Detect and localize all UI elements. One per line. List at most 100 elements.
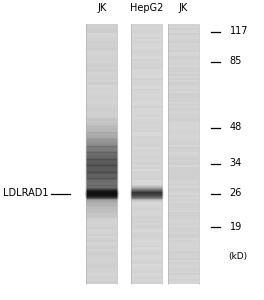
Bar [131,61,162,63]
Bar [131,257,162,260]
Bar [168,210,199,212]
Text: 34: 34 [230,158,242,169]
Bar [168,87,199,89]
Bar [131,26,162,28]
Bar [87,69,117,72]
Bar [87,106,117,108]
Bar [131,132,162,134]
Bar [168,132,199,134]
Text: 48: 48 [230,122,242,133]
Bar [131,210,162,212]
Bar [168,232,199,234]
Bar [131,182,162,184]
Bar [168,74,199,76]
Bar [87,110,117,113]
Bar [87,54,117,56]
Bar [131,260,162,262]
Bar [87,154,117,156]
Bar [87,264,117,266]
Bar [168,180,199,182]
Bar [168,56,199,58]
Text: JK: JK [97,3,106,13]
Bar [131,134,162,136]
Bar [87,44,117,46]
Bar [168,130,199,132]
Bar [87,74,117,76]
Bar [87,147,117,149]
Bar [168,80,199,83]
Bar [168,93,199,95]
Bar [131,240,162,242]
Bar [131,266,162,268]
Bar [87,236,117,238]
Bar [131,124,162,126]
Bar [87,176,117,178]
Bar [168,160,199,162]
Bar [168,67,199,69]
Bar [168,31,199,33]
Text: HepG2: HepG2 [130,3,163,13]
Bar [131,190,162,193]
Bar [87,134,117,136]
Bar [131,82,162,85]
Bar [131,98,162,100]
Text: (kD): (kD) [228,252,247,261]
Bar [87,234,117,236]
Bar [87,221,117,223]
Bar [168,171,199,173]
Bar [131,104,162,106]
Bar [131,197,162,199]
Bar [131,279,162,281]
Bar [87,100,117,102]
Bar [168,128,199,130]
Bar [87,277,117,279]
Bar [87,260,117,262]
Bar [131,110,162,113]
Bar [87,158,117,160]
Bar [131,48,162,50]
Bar [168,219,199,221]
Bar [168,169,199,171]
Bar [87,212,117,214]
Bar [131,147,162,149]
Bar [87,63,117,65]
Bar [87,89,117,91]
Bar [168,208,199,210]
Bar [131,227,162,230]
Bar [168,244,199,247]
Bar [87,72,117,74]
Bar [131,63,162,65]
Bar [131,24,162,284]
Bar [168,173,199,176]
Bar [87,251,117,253]
Bar [168,124,199,126]
Bar [131,149,162,152]
Bar [168,28,199,31]
Bar [131,89,162,91]
Bar [168,102,199,104]
Bar [87,186,117,188]
Bar [131,251,162,253]
Bar [168,253,199,255]
Bar [168,201,199,203]
Bar [131,154,162,156]
Bar [168,266,199,268]
Bar [131,188,162,190]
Bar [168,65,199,67]
Bar [131,232,162,234]
Bar [168,100,199,102]
Bar [131,33,162,35]
Bar [87,24,117,284]
Bar [131,206,162,208]
Bar [87,242,117,244]
Bar [168,48,199,50]
Bar [87,98,117,100]
Bar [87,203,117,206]
Bar [87,41,117,44]
Bar [87,171,117,173]
Bar [131,72,162,74]
Bar [87,281,117,284]
Bar [87,93,117,95]
Bar [131,214,162,217]
Bar [168,197,199,199]
